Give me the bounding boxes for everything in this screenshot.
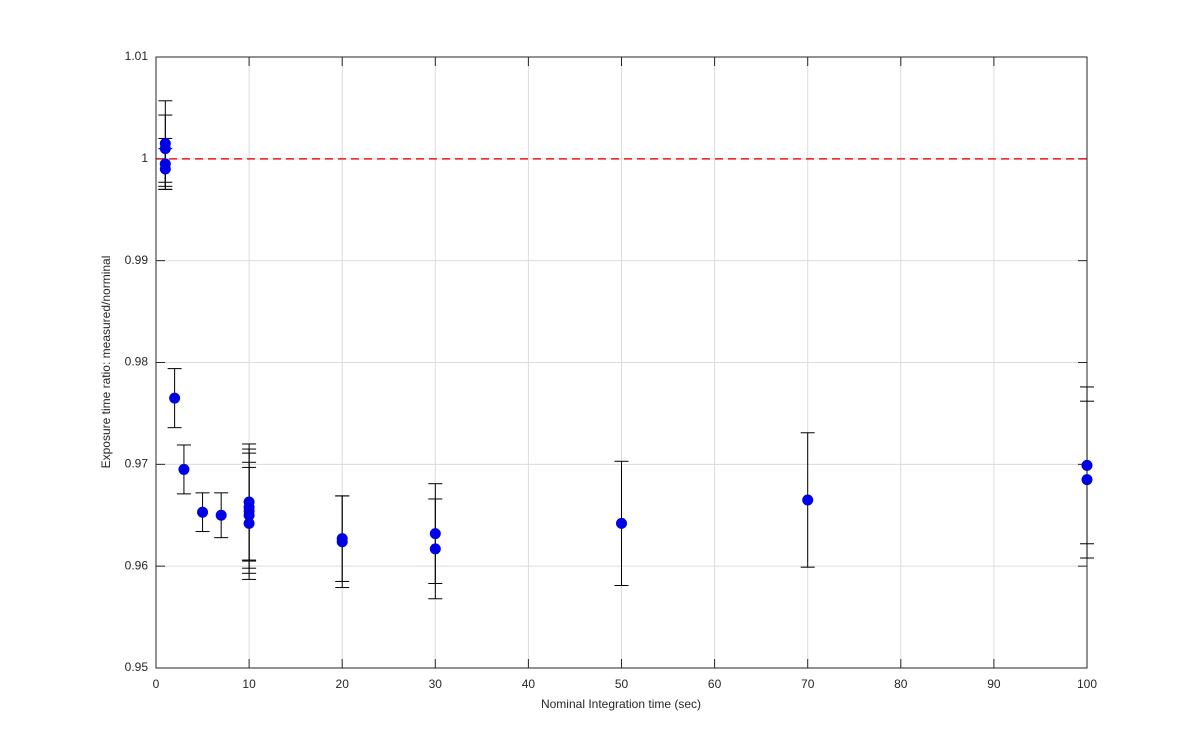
point xyxy=(1081,459,1093,471)
x-tick-label: 50 xyxy=(615,677,629,691)
y-tick-label: 1 xyxy=(141,151,148,165)
y-tick-label: 0.98 xyxy=(125,355,149,369)
x-tick-label: 90 xyxy=(987,677,1001,691)
point xyxy=(802,494,814,506)
point xyxy=(197,506,209,518)
point xyxy=(169,392,181,404)
point xyxy=(1081,474,1093,486)
point xyxy=(215,509,227,521)
point xyxy=(159,163,171,175)
x-tick-label: 80 xyxy=(894,677,908,691)
point xyxy=(616,517,627,529)
x-tick-label: 20 xyxy=(336,677,350,691)
plot-frame xyxy=(155,56,1088,669)
x-tick-label: 10 xyxy=(242,677,256,691)
x-axis-label: Nominal Integration time (sec) xyxy=(541,697,701,711)
x-tick-label: 60 xyxy=(708,677,722,691)
y-axis-label: Exposure time ratio: measured/norminal xyxy=(99,256,113,469)
y-tick-label: 0.99 xyxy=(125,253,149,267)
x-tick-label: 70 xyxy=(801,677,815,691)
y-tick-label: 0.96 xyxy=(125,558,149,572)
y-tick-label: 1.01 xyxy=(125,49,149,63)
point xyxy=(243,517,255,529)
x-tick-label: 0 xyxy=(153,677,160,691)
y-tick-label: 0.95 xyxy=(125,660,149,674)
point xyxy=(243,509,255,521)
point xyxy=(159,143,171,155)
x-tick-label: 40 xyxy=(522,677,536,691)
point xyxy=(336,536,348,548)
point xyxy=(429,543,441,555)
point xyxy=(178,463,190,475)
y-tick-label: 0.97 xyxy=(125,457,149,471)
point xyxy=(429,528,441,540)
x-tick-label: 100 xyxy=(1077,677,1097,691)
x-tick-label: 30 xyxy=(429,677,443,691)
